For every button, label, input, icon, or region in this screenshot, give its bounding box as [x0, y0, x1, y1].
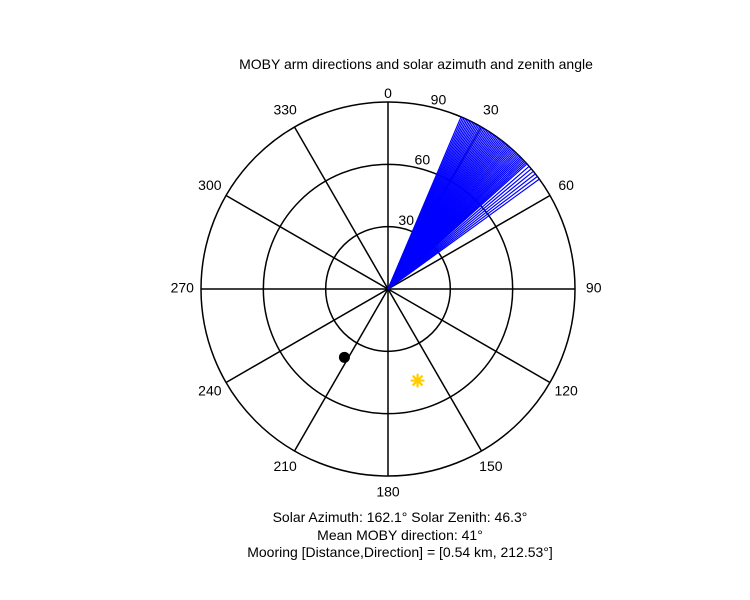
mean-direction-caption: Mean MOBY direction: 41° — [317, 527, 483, 543]
sun-ray — [417, 380, 423, 386]
angle-label-60: 60 — [558, 177, 574, 193]
angle-label-300: 300 — [198, 177, 222, 193]
angle-label-150: 150 — [479, 458, 503, 474]
sun-marker — [410, 373, 425, 388]
polar-grid — [200, 101, 576, 477]
sun-ray — [412, 380, 418, 386]
angle-label-240: 240 — [198, 383, 222, 399]
spoke-line — [293, 126, 389, 290]
sun-core — [415, 378, 421, 384]
radius-label-30: 30 — [398, 212, 414, 228]
radius-ring — [200, 101, 576, 477]
sun-ray — [417, 375, 423, 381]
radius-labels: 30 60 90 — [398, 91, 446, 227]
angle-label-210: 210 — [273, 458, 297, 474]
angle-labels: 0 30 60 90 120 150 180 210 240 270 300 330 — [171, 85, 602, 499]
chart-title: MOBY arm directions and solar azimuth an… — [239, 56, 593, 72]
moby-arm-ray — [387, 178, 540, 290]
solar-angles-caption: Solar Azimuth: 162.1° Solar Zenith: 46.3… — [272, 509, 528, 525]
mooring-caption: Mooring [Distance,Direction] = [0.54 km,… — [247, 544, 553, 560]
angle-label-330: 330 — [273, 102, 297, 118]
angle-label-180: 180 — [376, 483, 400, 499]
angle-label-0: 0 — [384, 85, 392, 101]
spoke-line — [387, 194, 551, 290]
mooring-marker — [338, 351, 350, 363]
angle-label-270: 270 — [171, 280, 195, 296]
angle-label-90: 90 — [586, 280, 602, 296]
radius-ring — [324, 225, 452, 353]
radius-label-60: 60 — [415, 152, 431, 168]
spoke-line — [225, 288, 389, 384]
sun-ray — [412, 375, 418, 381]
radius-ring — [262, 163, 514, 415]
radius-label-90: 90 — [431, 91, 447, 107]
spoke-line — [387, 288, 551, 384]
moby-arm-rays — [387, 116, 540, 290]
spoke-line — [225, 194, 389, 290]
spoke-line — [293, 288, 389, 452]
angle-label-120: 120 — [554, 383, 578, 399]
spoke-line — [387, 288, 483, 452]
angle-label-30: 30 — [483, 102, 499, 118]
